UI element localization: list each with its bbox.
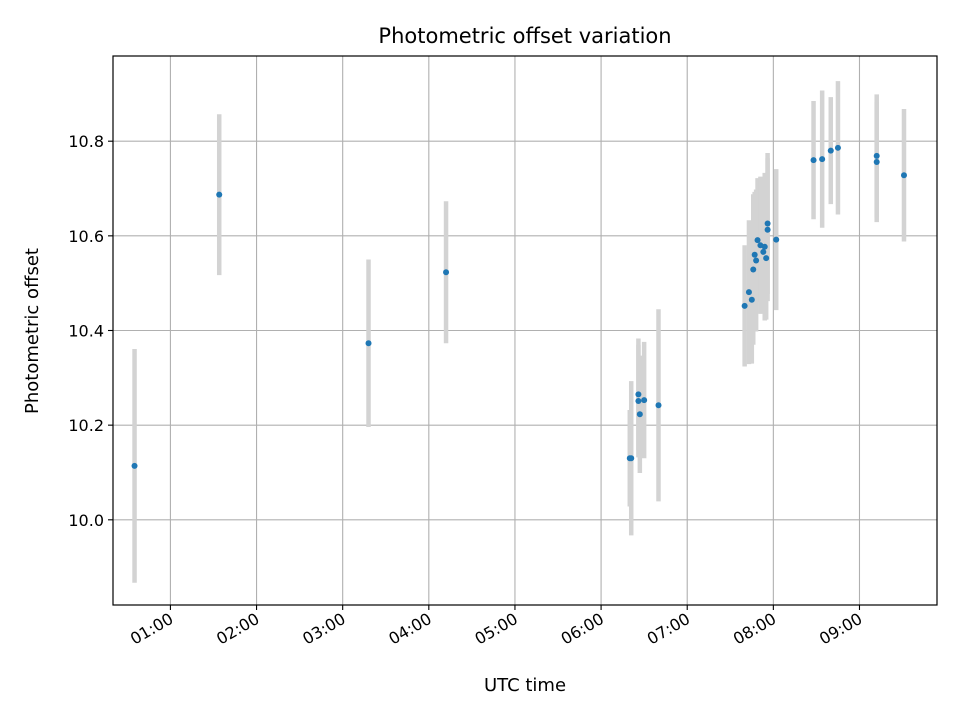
data-point (764, 220, 771, 227)
data-point (131, 462, 138, 469)
chart-title: Photometric offset variation (378, 24, 671, 48)
data-point (365, 340, 372, 347)
data-point (764, 226, 771, 233)
data-point (761, 243, 768, 250)
y-tick-label: 10.8 (68, 132, 104, 151)
data-point (641, 397, 648, 404)
data-point (763, 255, 770, 262)
data-point (810, 157, 817, 164)
data-point (636, 411, 643, 418)
data-point (760, 248, 767, 255)
data-point (748, 296, 755, 303)
x-axis-label: UTC time (484, 675, 566, 696)
data-point (216, 191, 223, 198)
y-tick-label: 10.4 (68, 322, 104, 341)
y-tick-label: 10.2 (68, 416, 104, 435)
data-point (773, 236, 780, 243)
data-point (753, 257, 760, 264)
data-point (750, 266, 757, 273)
y-axis-label: Photometric offset (22, 248, 43, 414)
data-point (655, 402, 662, 409)
data-point (834, 144, 841, 151)
data-point (819, 156, 826, 163)
data-point (745, 289, 752, 296)
grid (113, 56, 937, 605)
y-tick-label: 10.0 (68, 511, 104, 530)
data-point (751, 251, 758, 258)
data-point (443, 269, 450, 276)
data-point (628, 455, 635, 462)
data-point (635, 398, 642, 405)
data-point (873, 152, 880, 159)
data-point (900, 172, 907, 179)
data-points (131, 144, 907, 469)
data-point (873, 159, 880, 166)
data-point (741, 302, 748, 309)
data-point (754, 237, 761, 244)
data-point (827, 147, 834, 154)
y-tick-label: 10.6 (68, 227, 104, 246)
data-point (635, 391, 642, 398)
